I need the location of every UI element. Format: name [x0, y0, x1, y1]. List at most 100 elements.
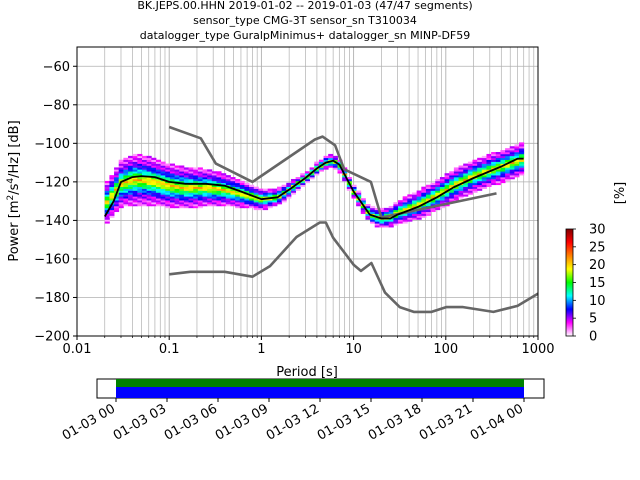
psd-cell [300, 182, 306, 186]
psd-cell [137, 155, 143, 159]
psd-cell [104, 205, 110, 209]
psd-cell [351, 188, 357, 191]
psd-cell [123, 173, 129, 176]
psd-cell [425, 207, 432, 211]
psd-cell [393, 215, 399, 218]
psd-cell [393, 204, 399, 207]
psd-cell [477, 171, 483, 174]
psd-cell [155, 198, 162, 201]
psd-cell [467, 186, 473, 189]
psd-cell [318, 167, 324, 170]
psd-cell [128, 161, 134, 164]
psd-cell [435, 198, 441, 201]
psd-cell [169, 177, 175, 180]
psd-cell [137, 196, 143, 199]
psd-cell [421, 200, 427, 203]
psd-cell [160, 194, 166, 197]
psd-cell [207, 180, 213, 184]
psd-cell [169, 188, 175, 191]
psd-cell [141, 165, 148, 168]
psd-cell [500, 178, 506, 182]
y-tick-label: −100 [34, 137, 70, 152]
psd-cell [486, 165, 492, 168]
psd-cell [500, 173, 506, 176]
psd-cell [123, 192, 129, 195]
psd-cell [463, 169, 469, 172]
psd-cell [519, 152, 525, 155]
psd-cell [430, 182, 436, 186]
psd-cell [435, 184, 441, 187]
psd-cell [211, 200, 217, 203]
psd-cell [374, 223, 380, 226]
psd-cell [360, 198, 366, 201]
series-line-noise-model-low [169, 221, 539, 314]
psd-cell [356, 202, 362, 205]
psd-cell [505, 173, 511, 176]
psd-cell [486, 178, 492, 182]
psd-cell [509, 155, 515, 159]
psd-cell [449, 175, 455, 178]
psd-cell [477, 167, 483, 170]
psd-cell [514, 173, 520, 176]
psd-cell [379, 221, 385, 224]
psd-cell [263, 207, 269, 211]
psd-cell [398, 204, 404, 207]
psd-cell [253, 192, 259, 195]
y-label-part: /Hz] [dB] [7, 120, 22, 178]
psd-cell [449, 190, 455, 193]
psd-cell [253, 186, 259, 189]
psd-cell [398, 207, 404, 211]
y-tick-label: −80 [43, 98, 70, 113]
psd-cell [193, 173, 199, 176]
psd-cell [165, 200, 171, 203]
psd-cell [290, 186, 297, 189]
psd-cell [332, 163, 338, 166]
psd-cell [183, 167, 189, 170]
psd-cell [514, 159, 520, 162]
psd-cell [244, 202, 250, 205]
psd-cell [141, 177, 148, 180]
psd-cell [281, 200, 287, 203]
psd-cell [328, 153, 334, 157]
psd-cell [128, 184, 134, 187]
psd-cell [216, 204, 222, 207]
psd-cell [114, 169, 120, 172]
psd-cell [514, 144, 520, 147]
psd-cell [188, 173, 194, 176]
psd-cell [481, 180, 487, 184]
psd-cell [235, 205, 241, 209]
psd-cell [402, 202, 408, 205]
y-tick-label: −120 [34, 175, 70, 190]
psd-cell [123, 198, 129, 201]
psd-cell [495, 165, 501, 168]
psd-cell [207, 194, 213, 197]
psd-cell [188, 171, 194, 174]
psd-cell [467, 188, 473, 191]
psd-cell [439, 202, 445, 205]
psd-cell [430, 202, 436, 205]
psd-cell [114, 205, 120, 209]
psd-cell [151, 182, 157, 186]
psd-cell [258, 188, 264, 191]
psd-cell [183, 192, 189, 195]
psd-cell [463, 177, 469, 180]
psd-cell [304, 178, 310, 182]
psd-cell [514, 169, 520, 172]
psd-cell [221, 194, 227, 197]
psd-cell [290, 188, 297, 191]
psd-cell [188, 202, 194, 205]
psd-cell [505, 163, 511, 166]
psd-cell [416, 194, 422, 197]
psd-cell [221, 177, 227, 180]
psd-cell [425, 186, 432, 189]
psd-cell [267, 198, 273, 201]
psd-cell [304, 173, 310, 176]
psd-cell [104, 198, 110, 201]
psd-cell [188, 198, 194, 201]
psd-cell [109, 175, 115, 178]
psd-cell [193, 178, 199, 182]
psd-cell [202, 171, 208, 174]
psd-cell [183, 169, 189, 172]
psd-cell [169, 163, 175, 166]
psd-cell [477, 173, 483, 176]
